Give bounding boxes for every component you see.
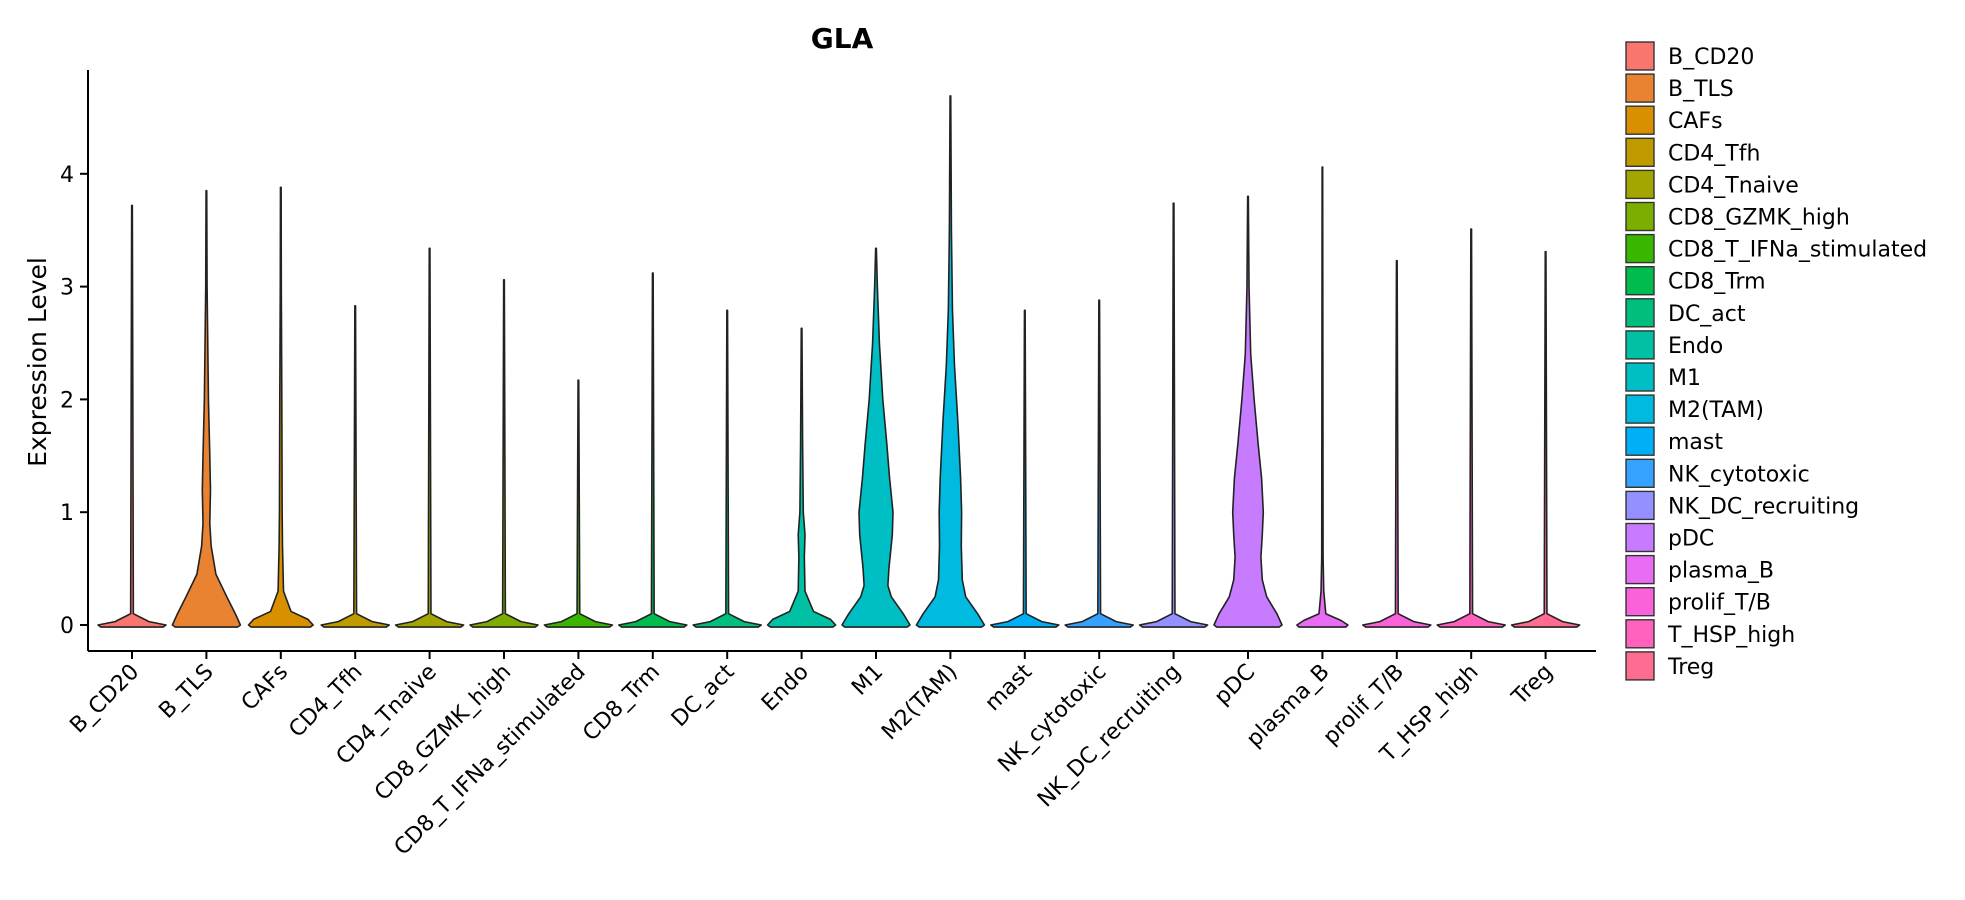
violin-b-cd20 [97,204,167,628]
legend-label-7: CD8_Trm [1668,270,1766,295]
y-tick-label-0: 0 [60,614,74,639]
legend-key-18 [1625,619,1655,649]
x-tick-label-5: CD8_GZMK_high [370,660,516,806]
legend-label-13: NK_cytotoxic [1668,462,1810,487]
y-tick-label-4: 4 [60,163,74,188]
legend-key-4 [1625,169,1655,200]
legend-label-18: T_HSP_high [1667,623,1795,648]
legend-label-14: NK_DC_recruiting [1668,494,1859,519]
x-tick-label-11: M2(TAM) [877,660,962,745]
legend-label-3: CD4_Tfh [1668,141,1760,166]
legend-key-3 [1625,137,1655,168]
violin-plasma-b [1296,166,1349,628]
violin-cd4-tnaive [394,247,465,628]
x-tick-label-12: mast [980,659,1037,716]
violin-prolif-t-b [1362,259,1432,628]
legend-key-0 [1625,41,1655,71]
violin-cd8-trm [618,272,688,628]
violin-t-hsp-high [1436,228,1506,628]
legend: B_CD20 B_TLS CAFs CD4_Tfh CD4_Tnaive CD8_GZMK… [1625,41,1927,681]
violin-cd4-tfh [320,304,390,628]
legend-key-10 [1625,362,1655,392]
x-tick-label-0: B_CD20 [65,660,144,739]
violin-m1 [841,247,911,628]
x-tick-label-1: B_TLS [154,660,218,724]
violin-cd8-t-ifna-stimulated [543,379,614,628]
legend-key-17 [1625,587,1655,617]
legend-label-15: pDC [1668,527,1714,552]
x-tick-label-10: M1 [847,660,888,701]
y-axis-label: Expression Level [23,257,52,467]
legend-key-8 [1625,298,1655,328]
violin-nk-dc-recruiting [1138,202,1209,628]
legend-key-16 [1625,554,1655,585]
y-tick-label-2: 2 [60,388,74,413]
violin-dc-act [692,309,762,628]
legend-label-11: M2(TAM) [1668,398,1764,423]
legend-key-7 [1625,266,1655,296]
violin-cd8-gzmk-high [469,279,539,628]
x-tick-label-14: NK_DC_recruiting [1033,660,1186,813]
y-axis-ticks: 0 1 2 3 4 [60,163,88,639]
violin-mast [990,309,1060,628]
x-tick-label-15: pDC [1210,660,1260,710]
violin-treg [1510,250,1581,628]
x-tick-label-19: Treg [1507,660,1558,711]
legend-label-8: DC_act [1668,302,1746,327]
legend-key-15 [1625,522,1655,553]
legend-key-2 [1625,105,1655,135]
violin-nk-cytotoxic [1064,299,1134,628]
violin-pdc [1213,195,1283,628]
legend-label-0: B_CD20 [1668,45,1754,70]
legend-label-2: CAFs [1668,109,1723,134]
legend-key-1 [1625,73,1655,103]
legend-key-13 [1625,458,1655,488]
legend-key-19 [1625,651,1655,681]
legend-label-17: prolif_T/B [1668,591,1771,616]
legend-label-6: CD8_T_IFNa_stimulated [1668,238,1927,263]
legend-label-10: M1 [1668,366,1701,391]
x-tick-label-9: Endo [757,660,814,717]
x-tick-label-8: DC_act [667,659,740,732]
y-tick-label-3: 3 [60,276,74,301]
violin-b-tls [171,189,242,628]
legend-label-5: CD8_GZMK_high [1668,206,1850,231]
legend-label-9: Endo [1668,334,1723,359]
violins-layer [97,95,1581,628]
chart-title: GLA [811,22,874,55]
legend-label-12: mast [1668,430,1723,455]
legend-label-19: Treg [1667,655,1714,680]
legend-key-5 [1625,201,1655,232]
legend-label-4: CD4_Tnaive [1668,173,1799,198]
legend-key-12 [1625,426,1655,456]
y-tick-label-1: 1 [60,501,74,526]
violin-m2-tam- [915,95,986,628]
x-axis-ticks: B_CD20 B_TLS CAFsCD4_TfhCD4_TnaiveCD8_GZMK… [65,651,1558,860]
x-tick-label-2: CAFs [237,660,293,716]
legend-label-1: B_TLS [1668,77,1734,102]
violin-cafs [247,186,314,628]
legend-key-14 [1625,490,1655,521]
x-tick-label-7: CD8_Trm [578,660,665,747]
legend-key-11 [1625,394,1655,424]
legend-key-6 [1625,233,1655,264]
violin-endo [766,327,837,628]
legend-key-9 [1625,330,1655,360]
legend-label-16: plasma_B [1668,559,1774,584]
